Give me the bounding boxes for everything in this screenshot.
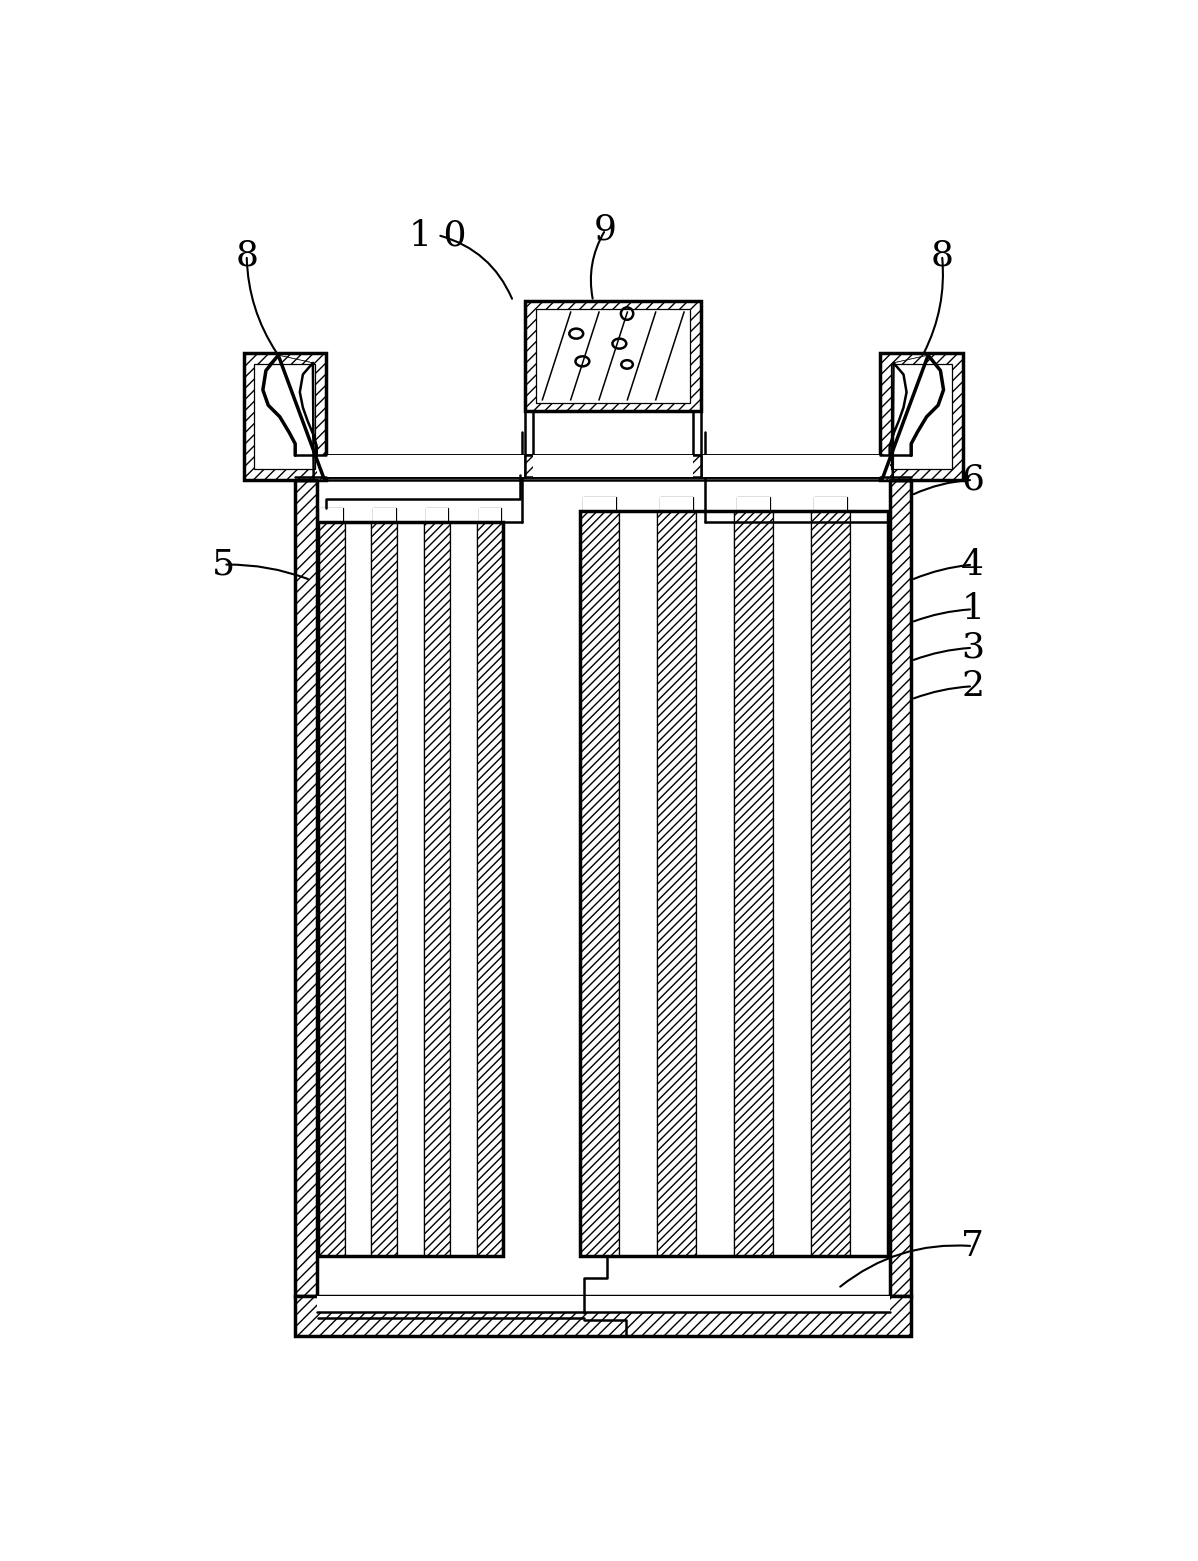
Bar (477, 523, 503, 1257)
Polygon shape (894, 417, 926, 434)
Bar (773, 510, 811, 1257)
Bar (891, 364, 952, 470)
Bar (583, 496, 616, 510)
Bar (325, 456, 526, 476)
Bar (373, 509, 395, 523)
Bar (737, 496, 769, 510)
Text: 6: 6 (961, 464, 985, 496)
Bar (660, 496, 692, 510)
Bar (734, 510, 773, 1257)
Bar (295, 1296, 912, 1336)
Bar (373, 509, 395, 523)
Bar (316, 479, 890, 1296)
Bar (526, 301, 701, 411)
Bar (526, 456, 701, 476)
Bar (450, 523, 477, 1257)
Polygon shape (289, 432, 316, 446)
Polygon shape (903, 390, 944, 407)
Text: 1: 1 (961, 592, 985, 626)
Polygon shape (894, 356, 940, 375)
Text: 1 0: 1 0 (409, 219, 466, 251)
Text: 8: 8 (931, 239, 954, 272)
Text: 8: 8 (235, 239, 259, 272)
Polygon shape (898, 406, 938, 420)
Text: 9: 9 (594, 212, 617, 247)
Bar (345, 523, 371, 1257)
Polygon shape (903, 370, 944, 392)
Bar (701, 456, 882, 476)
Bar (479, 509, 501, 523)
Bar (533, 456, 694, 476)
Polygon shape (266, 356, 313, 375)
Bar (398, 523, 424, 1257)
Bar (295, 479, 316, 1296)
Bar (243, 353, 326, 479)
Bar (479, 509, 501, 523)
Polygon shape (268, 406, 308, 420)
Text: 5: 5 (212, 548, 235, 582)
Bar (618, 510, 657, 1257)
Bar (811, 510, 849, 1257)
Bar (316, 456, 890, 476)
Bar (320, 509, 343, 523)
Bar (849, 510, 888, 1257)
Bar (316, 1296, 890, 1311)
Polygon shape (262, 390, 303, 407)
Bar (660, 496, 692, 510)
Bar (425, 509, 448, 523)
Text: 4: 4 (961, 548, 985, 582)
Bar (319, 523, 503, 1257)
Bar (813, 496, 847, 510)
Bar (657, 510, 696, 1257)
Bar (580, 510, 618, 1257)
Polygon shape (262, 370, 303, 392)
Bar (881, 353, 963, 479)
Bar (813, 496, 847, 510)
Text: 7: 7 (961, 1229, 985, 1263)
Polygon shape (280, 417, 313, 434)
Polygon shape (278, 356, 325, 479)
Bar (696, 510, 734, 1257)
Bar (424, 523, 450, 1257)
Bar (320, 509, 343, 523)
Text: 3: 3 (961, 631, 985, 665)
Bar (254, 364, 315, 470)
Bar (890, 479, 912, 1296)
Polygon shape (295, 443, 316, 456)
Text: 2: 2 (961, 670, 985, 704)
Bar (737, 496, 769, 510)
Bar (537, 309, 690, 403)
Polygon shape (890, 443, 912, 456)
Polygon shape (890, 432, 918, 446)
Bar (425, 509, 448, 523)
Bar (319, 523, 345, 1257)
Bar (295, 456, 912, 476)
Bar (583, 496, 616, 510)
Bar (580, 510, 888, 1257)
Bar (371, 523, 398, 1257)
Polygon shape (882, 356, 928, 479)
